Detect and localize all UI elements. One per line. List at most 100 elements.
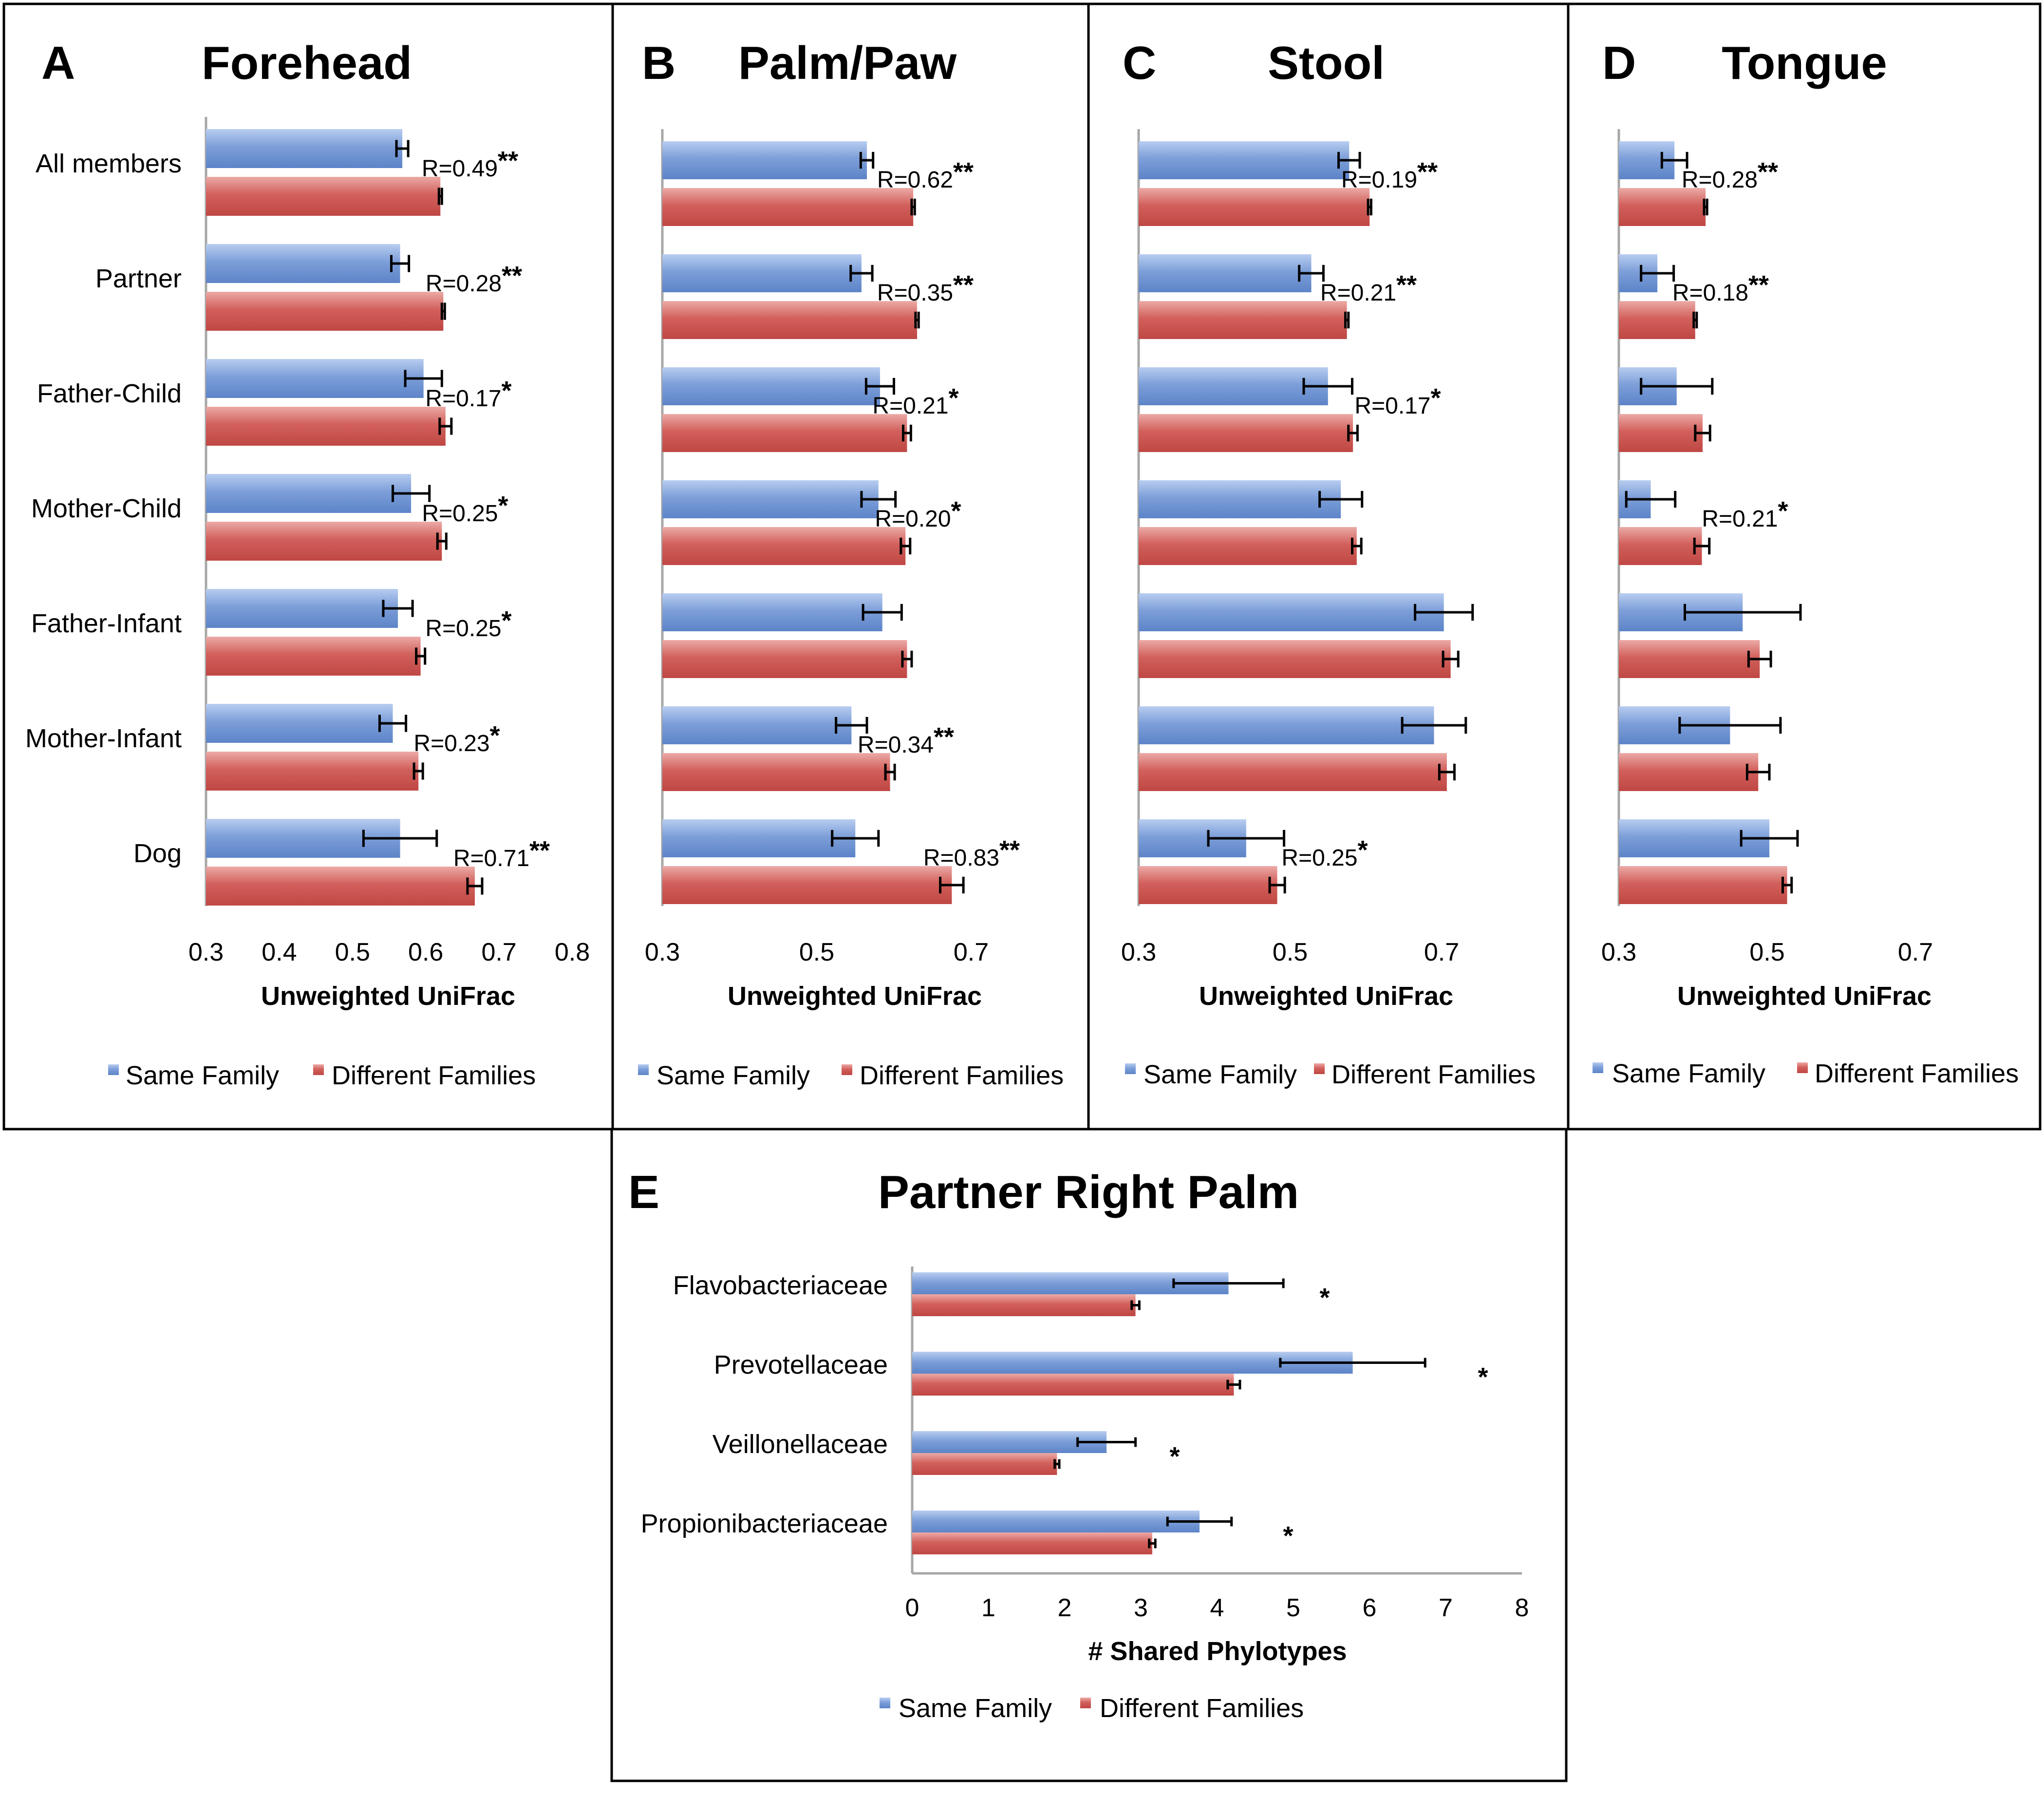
annotation-a-2: R=0.17* [425,376,511,412]
bar-same-e-3 [912,1511,1200,1532]
error-bar-diff-e-0 [1130,1300,1141,1310]
category-label-e-0: Flavobacteriaceae [673,1271,888,1300]
bar-diff-a-3 [206,522,442,561]
error-bar-same-c-1 [1298,265,1325,282]
chart-stool: C Stool Unweighted UniFrac Same Family D… [1123,37,1536,1089]
bar-same-b-4 [662,593,882,631]
x-tick-label-c-2: 0.7 [1424,938,1459,966]
annotation-c-0: R=0.19** [1341,157,1438,193]
bar-diff-a-0 [206,177,441,216]
x-tick-label-e-8: 8 [1515,1594,1529,1622]
annotation-b-5: R=0.34** [858,722,954,758]
legend-same-swatch-e [880,1698,890,1708]
error-bar-same-d-0 [1660,151,1688,169]
error-bar-diff-b-4 [901,650,913,668]
x-tick-label-a-4: 0.7 [481,938,516,966]
bar-diff-d-4 [1619,640,1760,678]
error-bar-same-d-4 [1684,604,1802,621]
panel-a-letter: A [41,37,75,89]
bar-diff-a-4 [206,637,421,676]
error-bar-diff-a-3 [436,532,448,550]
legend-diff-label-d: Different Families [1815,1059,2019,1088]
error-bar-diff-a-5 [413,762,424,780]
bar-diff-e-2 [912,1453,1057,1475]
legend-diff-swatch-c [1314,1063,1325,1074]
error-bar-same-b-3 [860,491,897,508]
chart-a-plot: 0.3 0.4 0.5 0.6 0.7 0.8 All members R=0.49** Par… [25,117,590,966]
x-tick-label-e-2: 2 [1058,1594,1072,1622]
x-tick-label-e-0: 0 [905,1594,919,1622]
annotation-b-2: R=0.21* [872,383,958,419]
error-bar-diff-e-2 [1053,1459,1061,1469]
annotation-a-3: R=0.25* [422,491,508,527]
bar-diff-b-4 [662,640,907,678]
panel-c-x-axis-label: Unweighted UniFrac [1199,982,1453,1011]
bar-diff-e-3 [912,1532,1152,1554]
legend-same-label-b: Same Family [656,1061,810,1090]
bar-diff-c-4 [1139,640,1451,678]
x-tick-label-a-2: 0.5 [335,938,370,966]
error-bar-same-e-3 [1166,1516,1233,1527]
error-bar-same-c-4 [1414,604,1474,621]
error-bar-diff-b-0 [910,198,916,216]
chart-e-plot: 0 1 2 3 4 5 6 7 8 Flavobacteriaceae * Prevotellacea… [641,1266,1529,1622]
legend-diff-swatch-e [1080,1698,1091,1708]
bar-diff-a-6 [206,867,475,906]
panel-c-title: Stool [1268,37,1385,89]
error-bar-diff-a-0 [437,188,443,205]
annotation-e-2: * [1169,1442,1180,1471]
error-bar-diff-c-1 [1344,311,1350,329]
annotation-c-2: R=0.17* [1354,383,1441,419]
legend-same-label-a: Same Family [126,1061,279,1090]
x-tick-label-d-0: 0.3 [1601,938,1636,966]
error-bar-diff-d-6 [1781,876,1793,894]
error-bar-diff-c-3 [1351,537,1363,555]
legend-diff-label-a: Different Families [332,1061,536,1090]
error-bar-same-d-6 [1740,830,1799,847]
bar-same-a-2 [206,359,424,398]
annotation-b-3: R=0.20* [875,496,961,532]
panel-e-x-axis-label: # Shared Phylotypes [1088,1637,1347,1666]
error-bar-diff-e-3 [1148,1538,1157,1549]
x-tick-label-e-1: 1 [981,1594,995,1622]
error-bar-same-d-1 [1640,265,1675,282]
bar-same-a-4 [206,589,398,628]
legend-same-swatch-b [638,1064,649,1075]
error-bar-diff-b-6 [939,876,965,894]
legend-same-swatch-c [1125,1063,1136,1074]
x-tick-label-e-6: 6 [1363,1594,1377,1622]
bar-same-b-2 [662,367,880,405]
bar-diff-d-0 [1619,188,1706,226]
error-bar-diff-a-1 [440,302,446,320]
bar-diff-c-0 [1139,188,1370,226]
error-bar-diff-d-0 [1703,198,1708,216]
bar-diff-e-1 [912,1374,1234,1396]
x-tick-label-a-1: 0.4 [262,938,297,966]
error-bar-same-a-3 [392,485,431,502]
bar-diff-b-6 [662,866,952,904]
bar-same-b-1 [662,254,862,292]
error-bar-diff-d-3 [1693,537,1711,555]
error-bar-same-e-2 [1076,1437,1137,1447]
bar-diff-b-5 [662,753,890,791]
legend-same-label-e: Same Family [899,1694,1052,1723]
error-bar-diff-c-6 [1268,876,1286,894]
error-bar-diff-a-2 [438,417,453,435]
error-bar-diff-a-4 [415,647,427,665]
error-bar-same-b-0 [859,151,875,169]
error-bar-same-a-1 [390,255,411,272]
error-bar-same-b-2 [864,378,895,395]
error-bar-diff-b-5 [884,763,896,781]
panel-e-title: Partner Right Palm [878,1166,1299,1218]
bar-diff-b-0 [662,188,914,226]
error-bar-same-a-0 [395,140,410,157]
x-tick-label-e-4: 4 [1210,1594,1224,1622]
error-bar-same-e-0 [1172,1278,1285,1288]
panel-e-frame [610,1128,1568,1782]
panel-b-title: Palm/Paw [738,37,957,89]
chart-palm-paw: B Palm/Paw Unweighted UniFrac Same Famil… [638,37,1064,1090]
error-bar-diff-b-3 [900,537,912,555]
error-bar-same-c-5 [1401,717,1467,734]
bar-diff-c-2 [1139,414,1353,452]
